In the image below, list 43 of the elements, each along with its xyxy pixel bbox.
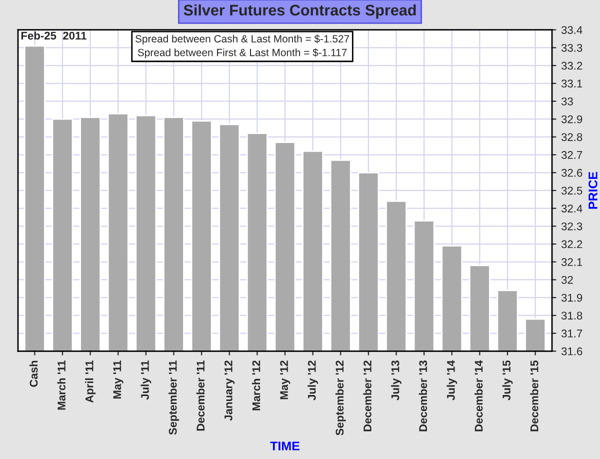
x-tick-label: May '11 — [113, 360, 124, 399]
x-tick-label: December '15 — [530, 360, 538, 432]
y-tick-label: 32.6 — [561, 168, 582, 177]
chart-title: Silver Futures Contracts Spread — [184, 4, 416, 19]
x-tick-label: September '11 — [168, 360, 179, 435]
x-tick-label: January '12 — [224, 360, 235, 421]
y-tick-label: 32.7 — [561, 151, 582, 159]
y-tick-label: 32.9 — [561, 115, 582, 124]
y-tick-label: 33 — [561, 98, 573, 106]
x-tick-label: April '11 — [85, 360, 96, 403]
x-tick-label: December '11 — [196, 360, 205, 431]
x-tick-label: July '14 — [446, 360, 458, 400]
y-tick-label: 32.3 — [561, 222, 582, 230]
y-tick-label: 32.8 — [561, 133, 582, 142]
y-tick-label: 33.1 — [561, 80, 582, 88]
y-axis-title: PRICE — [588, 172, 598, 209]
y-tick-label: 32.2 — [561, 240, 582, 248]
y-tick-label: 31.6 — [561, 347, 582, 356]
x-tick-label: May '12 — [280, 360, 290, 400]
y-tick-label: 31.7 — [561, 330, 582, 338]
x-axis-title: TIME — [270, 442, 300, 450]
x-tick-label: July '12 — [308, 360, 318, 400]
x-tick-label: July '11 — [140, 360, 152, 400]
x-tick-label: July '15 — [502, 360, 513, 400]
x-tick-label: December '12 — [363, 360, 372, 432]
x-tick-label: March '11 — [57, 360, 66, 410]
annotation: Spread between Cash & Last Month = $-1.527 Spread between First & Last Month = $-1.117 — [135, 34, 350, 58]
y-tick-label: 32.4 — [561, 204, 582, 212]
y-tick-label: 32 — [561, 276, 573, 284]
x-tick-label: March '12 — [252, 360, 260, 410]
annotation: Feb-25 2011 — [21, 31, 86, 40]
y-tick-label: 33.3 — [561, 44, 582, 52]
x-tick-label: July '13 — [391, 360, 402, 400]
x-tick-label: December '14 — [474, 360, 483, 432]
y-tick-label: 33.2 — [561, 62, 582, 70]
y-tick-label: 32.1 — [561, 258, 582, 266]
y-tick-label: 32.5 — [561, 186, 582, 195]
y-tick-label: 31.9 — [561, 294, 582, 302]
x-tick-label: Cash — [30, 360, 38, 387]
x-tick-label: September '12 — [335, 360, 346, 436]
x-tick-label: December '13 — [418, 360, 428, 432]
y-tick-label: 33.4 — [561, 26, 582, 34]
y-tick-label: 31.8 — [561, 312, 582, 320]
